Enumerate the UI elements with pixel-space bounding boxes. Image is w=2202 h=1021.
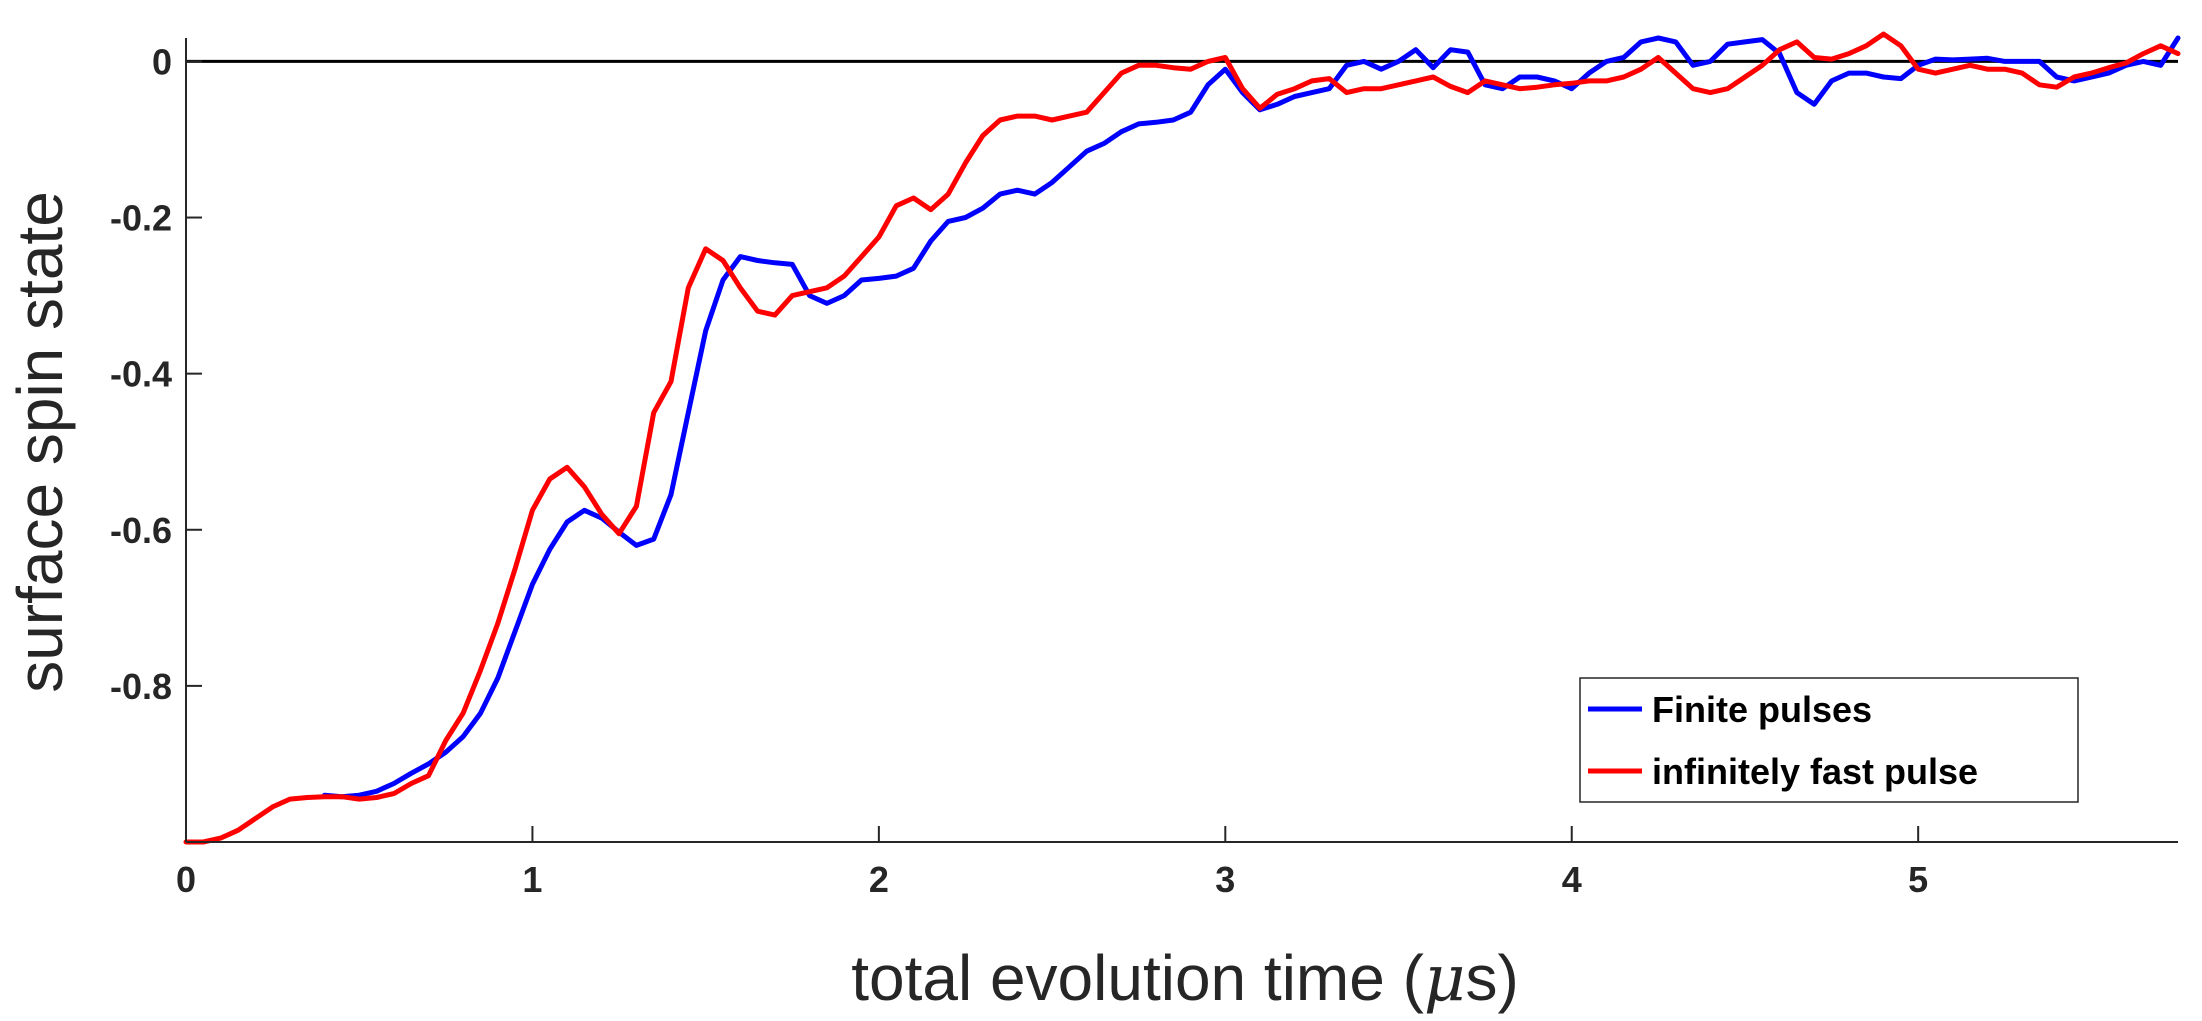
x-tick-label: 5	[1908, 859, 1928, 900]
legend-label-infinitely-fast-pulse: infinitely fast pulse	[1652, 751, 1978, 792]
legend-entry-infinitely-fast-pulse: infinitely fast pulse	[1588, 751, 1978, 792]
y-tick-label: -0.8	[110, 666, 172, 707]
y-axis-ticks: 0 -0.2 -0.4 -0.6 -0.8	[110, 41, 202, 707]
series-layer	[183, 31, 2181, 845]
x-tick-label: 4	[1562, 859, 1582, 900]
series-line-infinitely-fast-pulse	[183, 31, 2181, 845]
legend-label-finite-pulses: Finite pulses	[1652, 689, 1872, 730]
x-tick-label: 1	[522, 859, 542, 900]
x-tick-label: 2	[869, 859, 889, 900]
x-tick-label: 0	[176, 859, 196, 900]
y-tick-label: -0.2	[110, 198, 172, 239]
x-tick-label: 3	[1215, 859, 1235, 900]
x-axis-title: total evolution time (μs)	[851, 942, 1519, 1016]
y-tick-label: -0.4	[110, 354, 172, 395]
legend-box	[1579, 677, 2079, 803]
legend-entry-finite-pulses: Finite pulses	[1588, 689, 1872, 730]
axes-layer	[185, 38, 2178, 843]
legend: Finite pulses infinitely fast pulse	[1579, 677, 2079, 803]
y-tick-label: 0	[152, 41, 172, 82]
y-tick-label: -0.6	[110, 510, 172, 551]
y-axis-title: surface spin state	[4, 191, 76, 693]
x-axis-ticks: 0 1 2 3 4 5	[176, 826, 1928, 900]
